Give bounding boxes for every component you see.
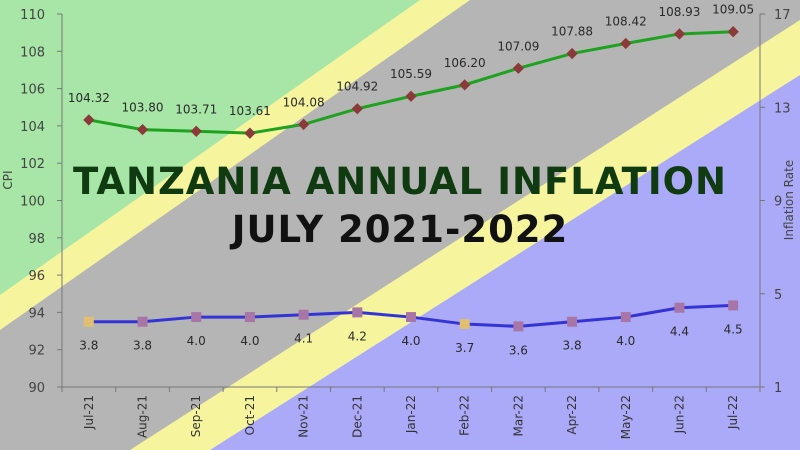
y-tick-label: 102 (20, 157, 45, 172)
cpi-data-label: 106.20 (444, 56, 486, 70)
x-tick-label: Nov-21 (297, 395, 311, 438)
axes: 90 92 94 96 98 100 102 104 106 108 110 1 5 9 13 17 Jul-2… (1, 8, 796, 439)
y-tick-label: 110 (20, 8, 45, 23)
rate-point (674, 302, 685, 313)
inflation-rate-series: 3.8 3.8 4.0 4.0 4.1 4.2 4.0 3.7 3.6 3.8 4.0 4.4 4.5 (79, 300, 743, 357)
cpi-point (244, 127, 256, 139)
chart-title-line1: TANZANIA ANNUAL INFLATION (72, 160, 728, 203)
y-tick-label: 106 (20, 83, 45, 98)
rate-data-label: 3.8 (563, 339, 582, 353)
cpi-data-label: 103.61 (229, 104, 271, 118)
cpi-data-label: 104.32 (68, 91, 110, 105)
x-tick-label: Jun-22 (672, 395, 686, 434)
cpi-point (136, 123, 149, 136)
rate-point (406, 312, 416, 323)
y2-tick-label: 1 (774, 381, 782, 396)
band-blue (210, 75, 800, 450)
x-tick-label: Oct-21 (243, 395, 257, 435)
rate-data-label: 4.0 (240, 334, 259, 348)
y-tick-label: 108 (20, 45, 45, 60)
rate-data-label: 3.7 (455, 341, 474, 355)
rate-data-label: 4.0 (401, 334, 420, 348)
cpi-data-label: 104.92 (336, 80, 378, 94)
x-tick-label: Mar-22 (511, 395, 525, 436)
y-tick-label: 94 (28, 306, 45, 321)
y2-tick-label: 9 (774, 195, 782, 210)
y-tick-label: 98 (28, 232, 45, 247)
rate-data-label: 4.5 (724, 322, 743, 336)
y2-tick-label: 5 (774, 288, 782, 303)
cpi-data-label: 109.05 (712, 3, 754, 17)
y2-axis-label: Inflation Rate (782, 160, 796, 240)
y-tick-label: 92 (28, 344, 45, 359)
x-tick-label: Sep-21 (189, 395, 203, 437)
y-tick-label: 104 (20, 120, 45, 135)
x-tick-label: Jan-22 (404, 395, 418, 434)
rate-point (83, 316, 94, 327)
x-tick-label: Feb-22 (458, 395, 472, 436)
rate-data-label: 3.6 (509, 343, 528, 357)
cpi-data-label: 107.88 (551, 25, 593, 39)
y-axis-label: CPI (1, 170, 15, 189)
rate-point (137, 316, 148, 327)
rate-point (244, 312, 255, 323)
cpi-data-label: 108.42 (605, 14, 647, 28)
cpi-point (566, 47, 578, 60)
rate-point (567, 316, 578, 327)
cpi-data-label: 105.59 (390, 67, 432, 81)
rate-point (298, 309, 309, 320)
x-tick-label: Dec-21 (350, 395, 364, 438)
rate-data-label: 4.2 (348, 329, 367, 343)
rate-point (191, 312, 202, 323)
x-tick-label: May-22 (619, 395, 633, 439)
rate-point (620, 312, 631, 323)
x-tick-label: Aug-21 (136, 395, 150, 438)
rate-data-label: 4.0 (616, 334, 635, 348)
rate-data-label: 3.8 (133, 339, 152, 353)
cpi-data-label: 103.71 (175, 102, 217, 116)
rate-data-label: 4.0 (187, 334, 206, 348)
cpi-data-label: 103.80 (122, 101, 164, 115)
rate-point (459, 319, 470, 330)
y-tick-label: 96 (28, 269, 45, 284)
chart-title-line2: JULY 2021-2022 (231, 208, 569, 251)
cpi-data-label: 108.93 (658, 5, 700, 19)
rate-point (513, 321, 524, 332)
x-tick-label: Apr-22 (565, 395, 579, 435)
y2-tick-label: 13 (774, 101, 791, 116)
rate-point (728, 300, 739, 311)
cpi-point (620, 37, 632, 50)
x-tick-label: Jul-22 (726, 395, 740, 430)
y-tick-label: 90 (28, 381, 45, 396)
band-green (0, 0, 420, 295)
y-tick-label: 100 (20, 195, 45, 210)
cpi-data-label: 104.08 (283, 95, 325, 109)
rate-data-label: 4.1 (294, 332, 313, 346)
y2-tick-label: 17 (774, 8, 791, 23)
rate-data-label: 4.4 (670, 325, 689, 339)
x-tick-label: Jul-21 (82, 395, 96, 430)
rate-point (352, 307, 363, 318)
cpi-series: 104.32 103.80 103.71 103.61 104.08 104.92 105.… (68, 3, 754, 139)
cpi-data-label: 107.09 (497, 39, 539, 53)
rate-data-label: 3.8 (79, 339, 98, 353)
